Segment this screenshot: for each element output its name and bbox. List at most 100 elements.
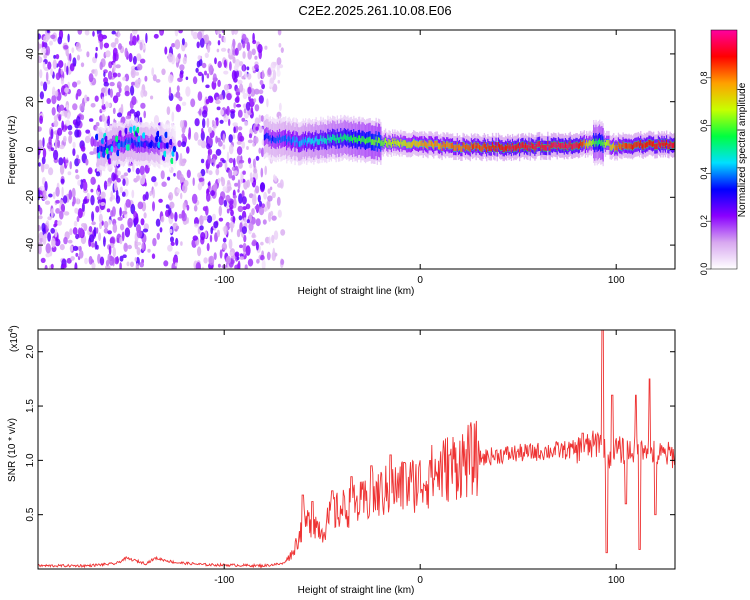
noise-blob xyxy=(229,221,235,229)
noise-blob xyxy=(192,235,198,241)
x-tick-label: 100 xyxy=(608,575,625,586)
noise-blob xyxy=(57,127,63,136)
signal-cell xyxy=(494,145,496,152)
noise-blob xyxy=(66,257,72,264)
signal-cell xyxy=(273,136,275,143)
noise-blob xyxy=(170,241,175,246)
spectrogram-y-axis-label: Frequency (Hz) xyxy=(7,116,18,185)
signal-cell xyxy=(587,142,589,149)
signal-cell xyxy=(285,134,287,141)
noise-blob xyxy=(234,182,239,187)
signal-cell xyxy=(508,145,510,151)
signal-cell xyxy=(127,139,129,146)
noise-blob xyxy=(72,148,76,157)
signal-cell xyxy=(613,142,615,148)
noise-blob xyxy=(181,141,187,148)
noise-blob xyxy=(163,260,169,267)
signal-cell xyxy=(464,145,467,151)
noise-blob xyxy=(139,165,145,176)
noise-blob xyxy=(264,165,268,176)
signal-cell xyxy=(420,140,422,147)
noise-blob xyxy=(229,49,233,56)
noise-blob xyxy=(114,256,120,265)
signal-cell xyxy=(417,141,420,148)
noise-blob xyxy=(208,126,212,134)
signal-cell xyxy=(468,145,470,151)
noise-blob xyxy=(246,66,250,71)
noise-blob xyxy=(52,59,57,70)
noise-blob xyxy=(255,241,259,251)
signal-cell xyxy=(500,144,502,151)
signal-cell xyxy=(440,142,442,149)
noise-blob xyxy=(228,134,233,143)
signal-cell xyxy=(487,143,489,149)
noise-blob xyxy=(234,251,240,258)
noise-blob xyxy=(215,99,221,105)
signal-cell xyxy=(168,141,170,148)
noise-blob xyxy=(73,220,78,227)
noise-blob xyxy=(99,222,102,230)
noise-blob xyxy=(175,104,182,113)
noise-blob xyxy=(218,195,224,206)
noise-blob xyxy=(62,195,68,204)
noise-blob xyxy=(227,180,231,185)
noise-blob xyxy=(71,47,75,53)
noise-blob xyxy=(252,194,257,206)
noise-blob xyxy=(94,68,98,77)
noise-blob xyxy=(237,179,241,190)
noise-blob xyxy=(210,190,215,197)
noise-blob xyxy=(201,73,204,83)
noise-blob xyxy=(279,102,282,112)
signal-blob xyxy=(158,136,163,143)
noise-blob xyxy=(54,90,59,97)
noise-blob xyxy=(94,52,98,59)
noise-blob xyxy=(177,77,183,83)
signal-cell xyxy=(475,145,477,152)
signal-cell xyxy=(310,138,313,145)
signal-cell xyxy=(126,137,128,144)
noise-blob xyxy=(112,52,117,63)
signal-cell xyxy=(564,142,567,148)
colorbar-tick-label: 0.2 xyxy=(699,215,709,228)
noise-blob xyxy=(215,168,220,176)
signal-cell xyxy=(146,140,148,147)
noise-blob xyxy=(255,155,260,161)
signal-cell xyxy=(584,143,587,149)
noise-blob xyxy=(243,108,247,114)
noise-blob xyxy=(150,95,154,100)
signal-cell xyxy=(307,138,309,144)
signal-cell xyxy=(557,141,560,148)
y-tick-label: 1.0 xyxy=(25,453,36,467)
noise-blob xyxy=(145,191,149,200)
noise-blob xyxy=(94,240,98,250)
noise-blob xyxy=(137,63,143,71)
signal-cell xyxy=(297,141,300,147)
signal-cell xyxy=(607,140,609,146)
signal-cell xyxy=(169,145,171,152)
noise-blob xyxy=(226,151,230,162)
signal-cell xyxy=(123,141,126,148)
noise-blob xyxy=(94,95,99,102)
noise-blob xyxy=(212,213,216,221)
noise-blob xyxy=(80,145,86,152)
noise-blob xyxy=(267,67,272,76)
signal-cell xyxy=(488,145,490,151)
noise-blob xyxy=(258,206,265,216)
noise-blob xyxy=(95,171,101,177)
noise-blob xyxy=(266,98,269,108)
signal-cell xyxy=(317,139,320,145)
noise-blob xyxy=(130,68,136,79)
signal-cell xyxy=(456,142,458,148)
y-tick-label: 0 xyxy=(25,146,36,152)
signal-cell xyxy=(313,140,315,147)
noise-blob xyxy=(90,195,95,206)
signal-cell xyxy=(541,142,543,149)
signal-cell xyxy=(324,137,327,144)
noise-blob xyxy=(51,237,56,248)
noise-blob xyxy=(201,266,205,269)
signal-blob xyxy=(116,149,120,157)
signal-cell xyxy=(620,143,622,150)
noise-blob xyxy=(205,84,210,89)
noise-blob xyxy=(200,232,206,241)
signal-cell xyxy=(630,143,632,150)
